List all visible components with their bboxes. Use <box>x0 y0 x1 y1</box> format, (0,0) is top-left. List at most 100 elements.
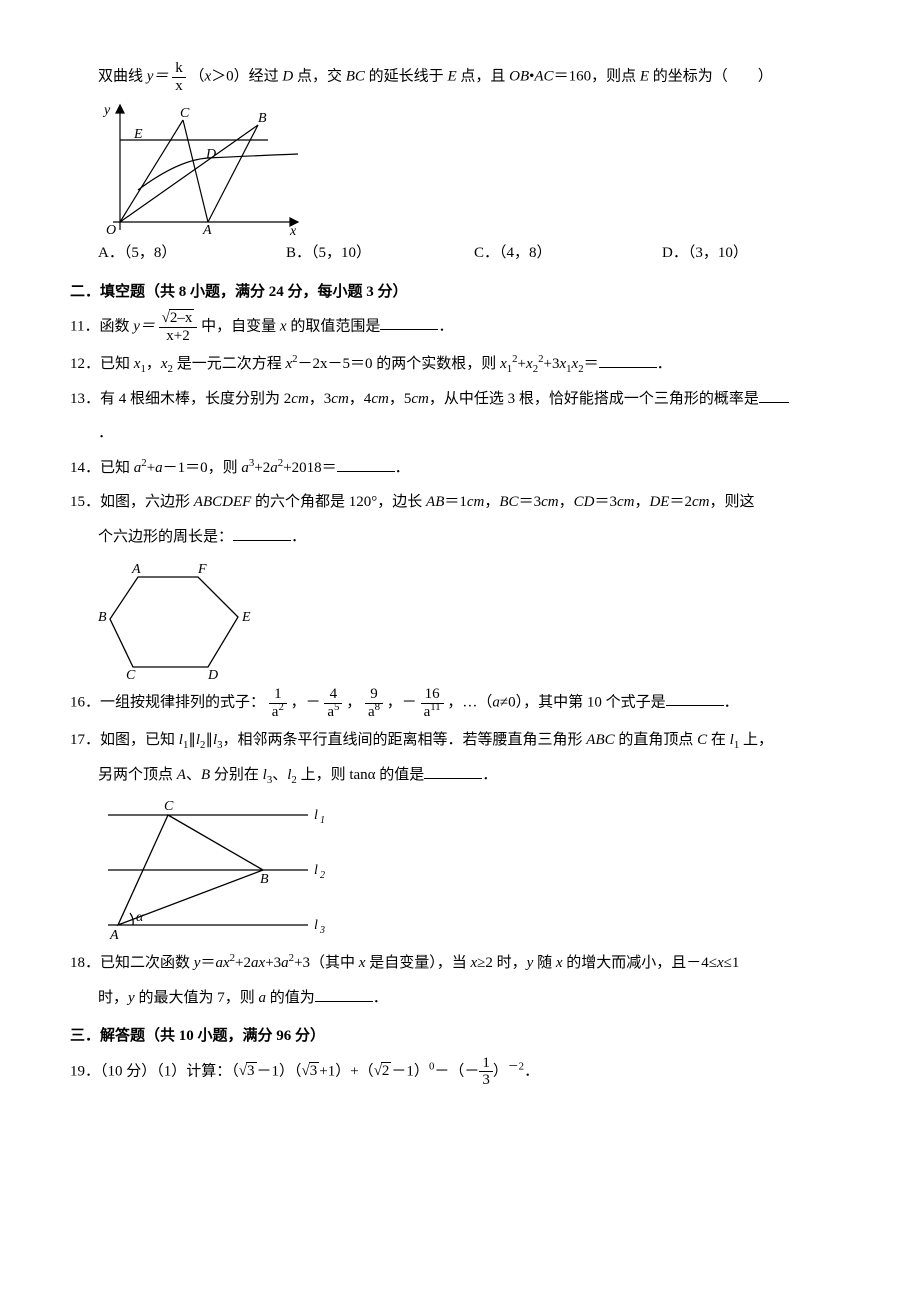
text: ，则这 <box>709 494 754 510</box>
qnum: 12． <box>70 356 100 372</box>
period: ． <box>98 425 113 441</box>
svg-text:2: 2 <box>320 870 325 881</box>
x: x <box>526 356 533 372</box>
svg-text:B: B <box>260 872 269 887</box>
q14: 14．已知 a2+a－1＝0，则 a3+2a2+2018＝． <box>70 454 850 483</box>
term4: 16a11 <box>421 686 444 720</box>
eq: ＝ <box>584 356 599 372</box>
q10-stem: 双曲线 y＝ k x （x＞0）经过 D 点，交 BC 的延长线于 E 点，且 … <box>70 60 850 94</box>
numerator: k <box>172 60 186 78</box>
y-eq: y＝ <box>147 68 169 84</box>
plus: +3 <box>544 356 560 372</box>
unit: cm <box>692 494 710 510</box>
x: x <box>223 955 230 971</box>
fraction-k-x: k x <box>172 60 186 94</box>
a: a <box>241 460 249 476</box>
blank <box>599 352 657 368</box>
text: 的直角顶点 <box>615 732 698 748</box>
qnum: 18． <box>70 955 100 971</box>
svg-text:C: C <box>126 668 136 682</box>
period: ． <box>657 356 672 372</box>
option-B: B．（5，10） <box>286 239 474 268</box>
svg-text:α: α <box>136 910 144 925</box>
q13-end: ． <box>70 419 850 448</box>
unit: cm <box>371 391 389 407</box>
section-2-head: 二．填空题（共 8 小题，满分 24 分，每小题 3 分） <box>70 278 850 307</box>
text: 上，则 tanα 的值是 <box>297 767 424 783</box>
a: a <box>251 955 259 971</box>
svg-text:1: 1 <box>320 815 325 826</box>
parallel: ∥ <box>205 732 213 748</box>
plus: + <box>518 356 526 372</box>
n: 1 <box>479 1055 493 1073</box>
d: a11 <box>421 704 444 721</box>
q17: 17．如图，已知 l1∥l2∥l3，相邻两条平行直线间的距离相等．若等腰直角三角… <box>70 726 850 755</box>
text: 如图，已知 <box>100 732 179 748</box>
text: +2 <box>254 460 270 476</box>
term2: 4a5 <box>324 686 342 720</box>
unit: cm <box>291 391 309 407</box>
sep: ，…（ <box>447 694 492 710</box>
option-D: D．（3，10） <box>662 239 850 268</box>
seg: DE <box>649 494 669 510</box>
text: －2x－5＝0 的两个实数根，则 <box>298 356 501 372</box>
text: ≠0），其中第 10 个式子是 <box>500 694 666 710</box>
x: x <box>259 955 266 971</box>
text: 的最大值为 7，则 <box>135 990 259 1006</box>
pt-E2: E <box>640 68 649 84</box>
B: B <box>201 767 210 783</box>
text: 是一元二次方程 <box>173 356 286 372</box>
option-A: A．（5，8） <box>98 239 286 268</box>
var-x: x <box>280 318 287 334</box>
numerator: 2–x <box>159 310 198 328</box>
q16: 16．一组按规律排列的式子： 1a2 ，－ 4a5 ， 9a8 ，－ 16a11… <box>70 686 850 720</box>
x: x <box>500 356 507 372</box>
label-x: x <box>289 224 297 235</box>
seg-AC: AC <box>534 68 553 84</box>
unit: cm <box>617 494 635 510</box>
d: a2 <box>269 704 287 721</box>
label-y: y <box>102 103 111 118</box>
q10-diagram: y x O A B C D E <box>98 100 308 235</box>
seg-BC: BC <box>346 68 365 84</box>
denominator: x+2 <box>159 328 198 345</box>
text: ，5 <box>389 391 412 407</box>
seg: AB <box>426 494 444 510</box>
text: 有 4 根细木棒，长度分别为 2 <box>100 391 291 407</box>
period: ． <box>438 318 453 334</box>
val: ＝1 <box>444 494 467 510</box>
text: 如图，六边形 <box>100 494 194 510</box>
seg: CD <box>574 494 595 510</box>
tri: ABC <box>586 732 614 748</box>
text: 另两个顶点 <box>98 767 177 783</box>
text: 在 <box>707 732 730 748</box>
d: 3 <box>479 1072 493 1089</box>
svg-text:3: 3 <box>319 925 325 936</box>
d: a5 <box>324 704 342 721</box>
text: 的延长线于 <box>365 68 448 84</box>
text: －1＝0，则 <box>163 460 242 476</box>
q18-line2: 时，y 的最大值为 7，则 a 的值为． <box>70 984 850 1013</box>
text: 的坐标为（ ） <box>649 68 773 84</box>
label-B: B <box>258 111 267 126</box>
eq: ＝ <box>200 955 215 971</box>
svg-text:A: A <box>131 562 141 577</box>
text: 一组按规律排列的式子： <box>100 694 265 710</box>
q12: 12．已知 x1，x2 是一元二次方程 x2－2x－5＝0 的两个实数根，则 x… <box>70 350 850 379</box>
sep: ，－ <box>291 694 321 710</box>
q15: 15．如图，六边形 ABCDEF 的六个角都是 120°，边长 AB＝1cm，B… <box>70 488 850 517</box>
text: 的取值范围是 <box>287 318 381 334</box>
text: ＞0）经过 <box>211 68 282 84</box>
q17-diagram: C B A α l1 l2 l3 <box>98 795 358 945</box>
text: （10 分）（1）计算：（ <box>100 1063 239 1079</box>
text: ，从中任选 3 根，恰好能搭成一个三角形的概率是 <box>429 391 759 407</box>
val: ＝3 <box>594 494 617 510</box>
period: ． <box>724 694 739 710</box>
hexagon: ABCDEF <box>194 494 252 510</box>
q17-line2: 另两个顶点 A、B 分别在 l3、l2 上，则 tanα 的值是． <box>70 761 850 790</box>
blank <box>337 456 395 472</box>
text: 函数 <box>99 318 133 334</box>
a: a <box>155 460 163 476</box>
a: a <box>270 460 278 476</box>
q11: 11．函数 y＝ 2–x x+2 中，自变量 x 的取值范围是． <box>70 310 850 344</box>
